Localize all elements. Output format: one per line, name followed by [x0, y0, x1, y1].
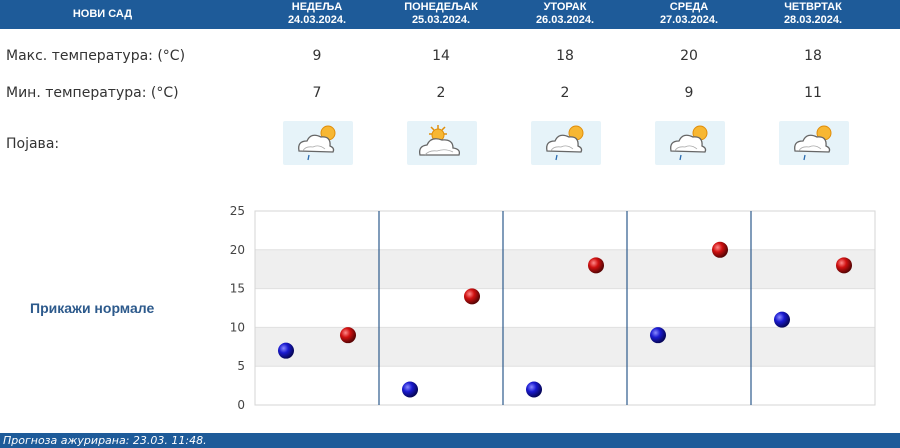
- day-header-2: ПОНЕДЕЉАК 25.03.2024.: [379, 1, 503, 27]
- plot-frame: [254, 210, 876, 406]
- phenomenon-label: Појава:: [6, 136, 60, 152]
- updated-text: Прогноза ажурирана: 23.03. 11:48.: [3, 434, 207, 447]
- max-temp-point: [588, 257, 604, 274]
- day-header-4: СРЕДА 27.03.2024.: [627, 1, 751, 27]
- max-temp-value: 18: [556, 48, 574, 64]
- min-temp-value: 2: [560, 85, 570, 101]
- day-date: 24.03.2024.: [287, 14, 347, 26]
- min-temp-point: [402, 381, 418, 398]
- day-name: НЕДЕЉА: [291, 1, 343, 13]
- day-date: 27.03.2024.: [659, 14, 719, 26]
- day-name: СРЕДА: [669, 1, 709, 13]
- min-temp-value: 7: [312, 85, 322, 101]
- min-temp-point: [278, 342, 294, 359]
- cloud-sun-rain-icon: [283, 121, 353, 165]
- day-header-1: НЕДЕЉА 24.03.2024.: [255, 1, 379, 27]
- y-tick-label: 0: [237, 398, 245, 412]
- max-temp-point: [836, 257, 852, 274]
- y-tick-label: 5: [237, 359, 245, 373]
- day-date: 25.03.2024.: [411, 14, 471, 26]
- max-temp-value: 14: [432, 48, 450, 64]
- y-tick-label: 10: [230, 320, 245, 334]
- cloud-sun-rain-icon: [655, 121, 725, 165]
- y-tick-label: 20: [230, 243, 245, 257]
- min-temp-value: 11: [804, 85, 822, 101]
- city-name: НОВИ САД: [72, 8, 133, 20]
- max-temp-point: [340, 327, 356, 344]
- max-temp-value: 20: [680, 48, 698, 64]
- min-temp-label: Мин. температура: (°C): [6, 85, 179, 101]
- min-temp-point: [650, 327, 666, 344]
- max-temp-label: Макс. температура: (°C): [6, 48, 186, 64]
- cloud-sun-rain-icon: [531, 121, 601, 165]
- day-name: ПОНЕДЕЉАК: [404, 1, 478, 13]
- day-name: УТОРАК: [543, 1, 587, 13]
- grid-band: [255, 327, 875, 367]
- cloud-sun-rain-icon: [779, 121, 849, 165]
- day-name: ЧЕТВРТАК: [784, 1, 842, 13]
- day-header-3: УТОРАК 26.03.2024.: [503, 1, 627, 27]
- forecast-header: НОВИ САД НЕДЕЉА 24.03.2024. ПОНЕДЕЉАК 25…: [0, 0, 900, 29]
- day-date: 26.03.2024.: [535, 14, 595, 26]
- sun-cloud-icon: [407, 121, 477, 165]
- min-temp-point: [774, 311, 790, 328]
- day-date: 28.03.2024.: [783, 14, 843, 26]
- temperature-chart: 0 5 10 15 20 25: [230, 204, 876, 412]
- max-temp-point: [712, 241, 728, 258]
- max-temp-value: 18: [804, 48, 822, 64]
- min-temp-value: 9: [684, 85, 694, 101]
- grid-band: [255, 249, 875, 289]
- max-temp-point: [464, 288, 480, 305]
- day-header-5: ЧЕТВРТАК 28.03.2024.: [751, 1, 875, 27]
- forecast-updated-footer: Прогноза ажурирана: 23.03. 11:48.: [0, 433, 900, 448]
- y-tick-label: 15: [230, 282, 245, 296]
- max-temp-value: 9: [312, 48, 322, 64]
- min-temp-point: [526, 381, 542, 398]
- show-normals-link[interactable]: Прикажи нормале: [30, 300, 155, 316]
- min-temp-value: 2: [436, 85, 446, 101]
- y-tick-label: 25: [230, 204, 245, 218]
